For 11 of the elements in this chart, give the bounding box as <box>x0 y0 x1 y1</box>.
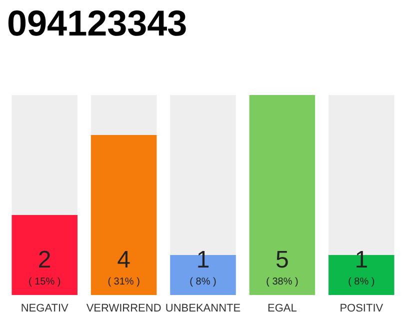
data-label: 4 ( 31% ) <box>108 246 140 288</box>
x-tick-label: POSITIV <box>340 302 384 314</box>
data-label: 1 ( 8% ) <box>348 246 375 288</box>
x-tick-label: NEGATIV <box>20 302 69 314</box>
x-tick-label: UNBEKANNTE <box>165 302 241 314</box>
x-tick-label: EGAL <box>268 302 297 314</box>
chart-title: 094123343 <box>7 2 188 44</box>
data-label: 1 ( 8% ) <box>190 246 216 288</box>
x-tick-label: VERWIRREND <box>86 302 162 314</box>
data-label: 5 ( 38% ) <box>266 246 298 288</box>
data-label: 2 ( 15% ) <box>28 246 61 288</box>
